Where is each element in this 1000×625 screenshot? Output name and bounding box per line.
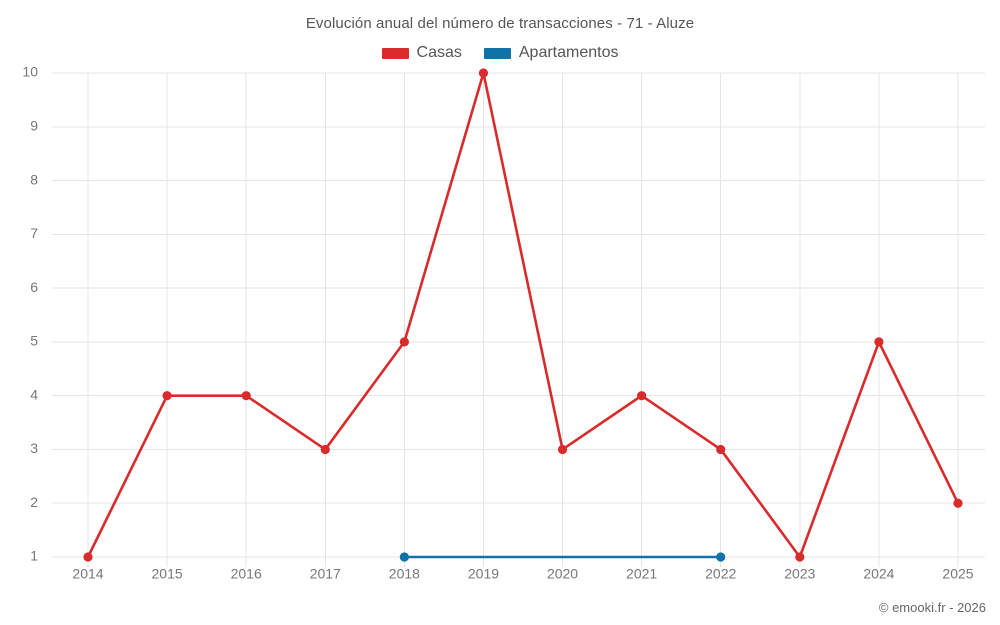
legend-label-apartamentos: Apartamentos: [518, 44, 619, 61]
x-axis-tick-label: 2019: [468, 565, 499, 581]
data-point-casas[interactable]: [162, 391, 172, 401]
data-point-apartamentos[interactable]: [716, 552, 726, 562]
data-point-casas[interactable]: [557, 444, 568, 455]
y-axis-tick-label: 5: [30, 333, 38, 349]
page-title: Evolución anual del número de transaccio…: [305, 15, 695, 32]
series-lines: [86, 71, 960, 559]
data-point-casas[interactable]: [716, 444, 726, 455]
data-point-casas[interactable]: [241, 391, 251, 401]
x-axis-tick-label: 2024: [863, 565, 894, 581]
x-axis-tick-label: 2025: [942, 565, 973, 581]
x-axis-tick-label: 2014: [72, 565, 103, 581]
x-axis-tick-labels: 2014 2015 2016 2017 2018 2019 2020 2021 2022 2023…: [72, 565, 973, 581]
horizontal-gridlines: [52, 72, 985, 558]
data-point-casas[interactable]: [478, 68, 489, 78]
legend-label-casas: Casas: [416, 44, 462, 61]
y-axis-tick-label: 4: [30, 386, 38, 402]
x-axis-tick-label: 2023: [784, 565, 815, 581]
y-axis-tick-labels: 1 2 3 4 5 6 7 8 9 10: [22, 64, 38, 564]
x-axis-tick-label: 2016: [231, 565, 262, 581]
y-axis-tick-label: 8: [30, 171, 38, 187]
y-axis-tick-label: 6: [30, 279, 38, 295]
data-point-casas[interactable]: [637, 391, 647, 401]
legend-item-casas[interactable]: Casas: [381, 44, 462, 62]
y-axis-tick-label: 9: [30, 117, 38, 133]
x-axis-tick-label: 2018: [389, 565, 420, 581]
x-axis-tick-label: 2015: [152, 565, 183, 581]
legend-swatch-icon: [381, 47, 409, 59]
data-point-casas[interactable]: [399, 337, 409, 347]
series-line-casas: [86, 71, 960, 559]
y-axis-tick-label: 10: [22, 64, 38, 80]
y-axis-tick-label: 2: [30, 494, 38, 510]
x-axis-tick-label: 2017: [310, 565, 341, 581]
data-point-casas[interactable]: [795, 552, 805, 562]
vertical-gridlines: [87, 73, 959, 567]
y-axis-tick-label: 7: [30, 225, 38, 241]
legend-swatch-icon: [483, 47, 511, 59]
y-axis-tick-label: 1: [30, 548, 38, 564]
series-markers: [83, 68, 963, 562]
chart-legend: Casas Apartamentos: [0, 44, 1000, 62]
legend-item-apartamentos[interactable]: Apartamentos: [483, 44, 619, 62]
data-point-casas[interactable]: [953, 498, 963, 508]
data-point-casas[interactable]: [320, 444, 330, 455]
x-axis-tick-label: 2020: [547, 565, 578, 581]
copyright-credit: © emooki.fr - 2026: [878, 600, 986, 615]
x-axis-tick-label: 2021: [626, 565, 657, 581]
y-axis-tick-label: 3: [30, 440, 38, 456]
x-axis-tick-label: 2022: [705, 565, 736, 581]
data-point-casas[interactable]: [83, 552, 93, 562]
data-point-casas[interactable]: [874, 337, 884, 347]
data-point-apartamentos[interactable]: [399, 552, 409, 562]
